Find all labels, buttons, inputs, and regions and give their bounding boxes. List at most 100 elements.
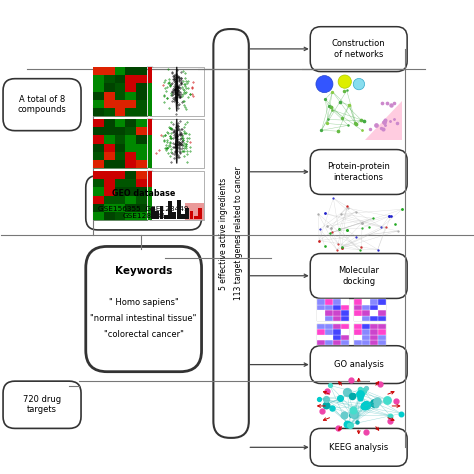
Bar: [126, 196, 137, 204]
Bar: [370, 299, 378, 305]
Text: GSE156355  GSE128449
GSE128435: GSE156355 GSE128449 GSE128435: [98, 206, 189, 219]
Bar: [104, 67, 115, 75]
Polygon shape: [365, 100, 402, 139]
FancyBboxPatch shape: [86, 175, 201, 230]
Bar: [104, 204, 115, 212]
Bar: [147, 171, 153, 220]
Bar: [137, 204, 147, 212]
Bar: [148, 91, 153, 100]
Bar: [137, 187, 147, 196]
Text: 720 drug
targets: 720 drug targets: [23, 395, 61, 414]
Bar: [325, 340, 333, 346]
Text: Construction
of networks: Construction of networks: [332, 39, 385, 59]
Bar: [148, 196, 153, 204]
Bar: [362, 299, 370, 305]
Bar: [126, 67, 137, 75]
Bar: [115, 136, 126, 144]
Bar: [137, 91, 147, 100]
Bar: [341, 305, 349, 310]
Bar: [93, 119, 104, 127]
Bar: [317, 324, 325, 329]
Bar: [93, 67, 147, 117]
Bar: [93, 127, 104, 136]
Bar: [137, 160, 147, 168]
Bar: [148, 171, 153, 179]
Bar: [148, 212, 153, 220]
Bar: [148, 144, 153, 152]
Circle shape: [338, 75, 351, 88]
Text: " Homo sapiens"
"normal intestinal tissue"
"colorectal cancer": " Homo sapiens" "normal intestinal tissu…: [91, 298, 197, 339]
Polygon shape: [176, 119, 178, 164]
Bar: [104, 179, 115, 187]
Bar: [93, 67, 104, 75]
Bar: [150, 171, 204, 220]
Bar: [181, 214, 185, 219]
Bar: [93, 160, 104, 168]
Bar: [126, 179, 137, 187]
Bar: [354, 329, 362, 335]
Bar: [148, 83, 153, 91]
Bar: [150, 119, 204, 168]
Bar: [104, 75, 115, 83]
Bar: [148, 179, 153, 187]
Bar: [317, 299, 325, 305]
Bar: [104, 91, 115, 100]
Bar: [126, 212, 137, 220]
Bar: [341, 310, 349, 316]
Bar: [378, 310, 386, 316]
Bar: [104, 136, 115, 144]
Bar: [126, 160, 137, 168]
Bar: [325, 329, 333, 335]
Bar: [93, 171, 104, 179]
Bar: [378, 324, 386, 329]
Bar: [378, 329, 386, 335]
Bar: [126, 83, 137, 91]
Bar: [370, 305, 378, 310]
Text: KEEG analysis: KEEG analysis: [329, 443, 388, 452]
Bar: [317, 340, 325, 346]
Bar: [317, 329, 325, 335]
Bar: [93, 75, 104, 83]
Bar: [333, 335, 341, 340]
FancyBboxPatch shape: [3, 79, 81, 131]
Bar: [378, 335, 386, 340]
Bar: [333, 305, 341, 310]
Polygon shape: [176, 67, 178, 111]
Bar: [317, 310, 325, 316]
Bar: [370, 329, 378, 335]
Bar: [317, 324, 349, 346]
Bar: [362, 324, 370, 329]
Bar: [317, 335, 325, 340]
Bar: [126, 75, 137, 83]
Bar: [354, 305, 362, 310]
Bar: [137, 212, 147, 220]
Bar: [115, 179, 126, 187]
Bar: [93, 152, 104, 160]
Circle shape: [353, 78, 365, 90]
Bar: [147, 67, 153, 117]
Bar: [378, 305, 386, 310]
Bar: [370, 310, 378, 316]
Bar: [378, 340, 386, 346]
Bar: [115, 67, 126, 75]
Bar: [115, 119, 126, 127]
Bar: [168, 201, 172, 219]
Bar: [354, 299, 362, 305]
Bar: [198, 209, 202, 219]
Bar: [115, 152, 126, 160]
Bar: [325, 316, 333, 321]
Bar: [104, 212, 115, 220]
Bar: [333, 324, 341, 329]
FancyBboxPatch shape: [86, 246, 201, 372]
Bar: [115, 160, 126, 168]
Bar: [93, 204, 104, 212]
Bar: [190, 211, 193, 219]
Bar: [137, 119, 147, 127]
Bar: [104, 171, 115, 179]
Bar: [137, 152, 147, 160]
Bar: [126, 171, 137, 179]
Bar: [147, 119, 153, 168]
Bar: [362, 335, 370, 340]
Bar: [93, 212, 104, 220]
FancyBboxPatch shape: [3, 381, 81, 428]
